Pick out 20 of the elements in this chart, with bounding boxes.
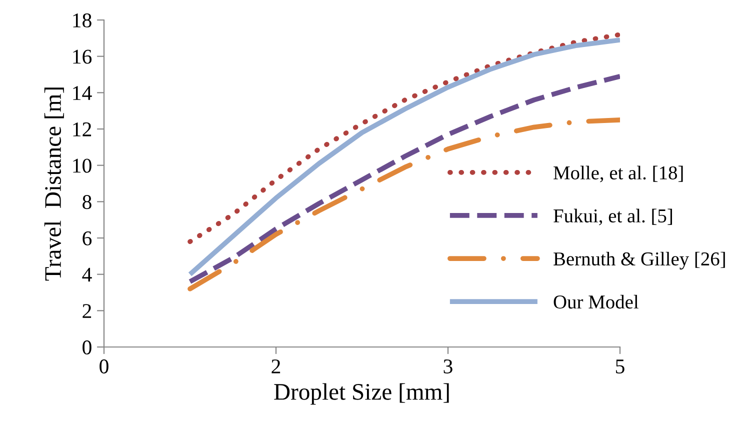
y-tick-label: 10 — [73, 158, 92, 173]
y-tick-label: 16 — [73, 50, 92, 64]
legend-label: Bernuth & Gilley [26] — [554, 252, 725, 270]
x-tick-label: 3 — [444, 359, 452, 374]
legend-label: Our Model — [554, 294, 638, 309]
x-tick-label: 2 — [272, 359, 280, 374]
y-tick-label: 18 — [73, 13, 92, 28]
y-tick-label: 4 — [82, 268, 92, 282]
y-tick-label: 0 — [82, 340, 92, 354]
y-tick-label: 8 — [82, 195, 92, 210]
legend-label: Fukui, et al. [5] — [554, 208, 672, 226]
y-tick-label: 12 — [73, 122, 92, 136]
y-axis-title: Travel Distance [m] — [44, 88, 64, 281]
x-axis-title: Droplet Size [mm] — [274, 383, 449, 405]
y-tick-label: 6 — [82, 231, 92, 246]
x-tick-label: 5 — [616, 360, 624, 374]
y-tick-label: 14 — [73, 86, 92, 100]
legend-label: Molle, et al. [18] — [554, 166, 683, 182]
x-tick-label: 0 — [100, 359, 108, 374]
y-tick-label: 2 — [82, 304, 92, 318]
